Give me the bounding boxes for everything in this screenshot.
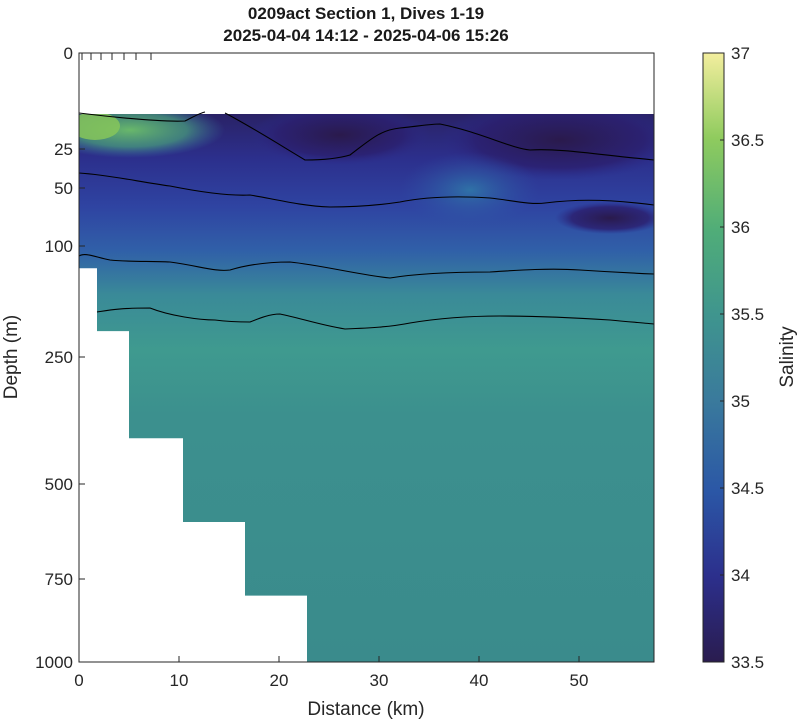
x-tick-label-50: 50 <box>570 671 589 690</box>
colorbar-tick-label-5: 36 <box>731 218 750 237</box>
y-tick-label-750: 750 <box>45 570 73 589</box>
contour-line-2 <box>79 172 654 208</box>
x-axis: 0 10 20 30 40 50 <box>74 656 588 690</box>
colorbar-tick-label-6: 36.5 <box>731 131 764 150</box>
x-axis-label: Distance (km) <box>307 699 424 720</box>
y-axis: 0 25 50 100 250 500 750 1000 <box>35 44 85 672</box>
y-tick-label-25: 25 <box>54 140 73 159</box>
x-tick-label-0: 0 <box>74 671 83 690</box>
x-tick-label-10: 10 <box>170 671 189 690</box>
contour-lines <box>79 111 654 330</box>
y-tick-label-250: 250 <box>45 348 73 367</box>
colorbar: 33.5 34 34.5 35 35.5 36 36.5 37 Salinity <box>702 44 798 672</box>
y-tick-label-100: 100 <box>45 237 73 256</box>
y-axis-label: Depth (m) <box>1 315 22 399</box>
y-tick-label-1000: 1000 <box>35 653 73 672</box>
intermediate-blue-patch <box>400 152 540 228</box>
low-salinity-lens-east <box>555 202 654 234</box>
bottom-mask <box>79 268 307 662</box>
colorbar-tick-label-0: 33.5 <box>731 653 764 672</box>
colorbar-tick-label-7: 37 <box>731 44 750 63</box>
surface-low-salinity-patch-mid <box>250 105 430 165</box>
unsampled-surface-band <box>79 53 654 114</box>
x-tick-label-20: 20 <box>270 671 289 690</box>
surface-high-salinity-core <box>79 112 120 140</box>
x-tick-label-30: 30 <box>370 671 389 690</box>
surface-high-salinity-patch <box>79 102 225 158</box>
contour-line-1 <box>79 111 654 161</box>
colorbar-gradient <box>702 52 725 663</box>
contour-line-4 <box>96 307 654 330</box>
colorbar-tick-label-1: 34 <box>731 566 750 585</box>
y-tick-label-0: 0 <box>64 44 73 63</box>
colorbar-tick-label-3: 35 <box>731 392 750 411</box>
y-tick-label-50: 50 <box>54 179 73 198</box>
colorbar-tick-label-2: 34.5 <box>731 479 764 498</box>
chart-title-line-2: 2025-04-04 14:12 - 2025-04-06 15:26 <box>223 26 508 45</box>
salinity-field <box>79 53 654 662</box>
x-tick-label-40: 40 <box>470 671 489 690</box>
colorbar-label: Salinity <box>777 326 798 388</box>
dive-markers <box>81 53 152 60</box>
y-tick-label-500: 500 <box>45 475 73 494</box>
chart-title-line-1: 0209act Section 1, Dives 1-19 <box>248 4 484 23</box>
colorbar-ticks: 33.5 34 34.5 35 35.5 36 36.5 37 <box>720 44 764 672</box>
colorbar-tick-label-4: 35.5 <box>731 305 764 324</box>
contour-line-3 <box>79 253 654 279</box>
